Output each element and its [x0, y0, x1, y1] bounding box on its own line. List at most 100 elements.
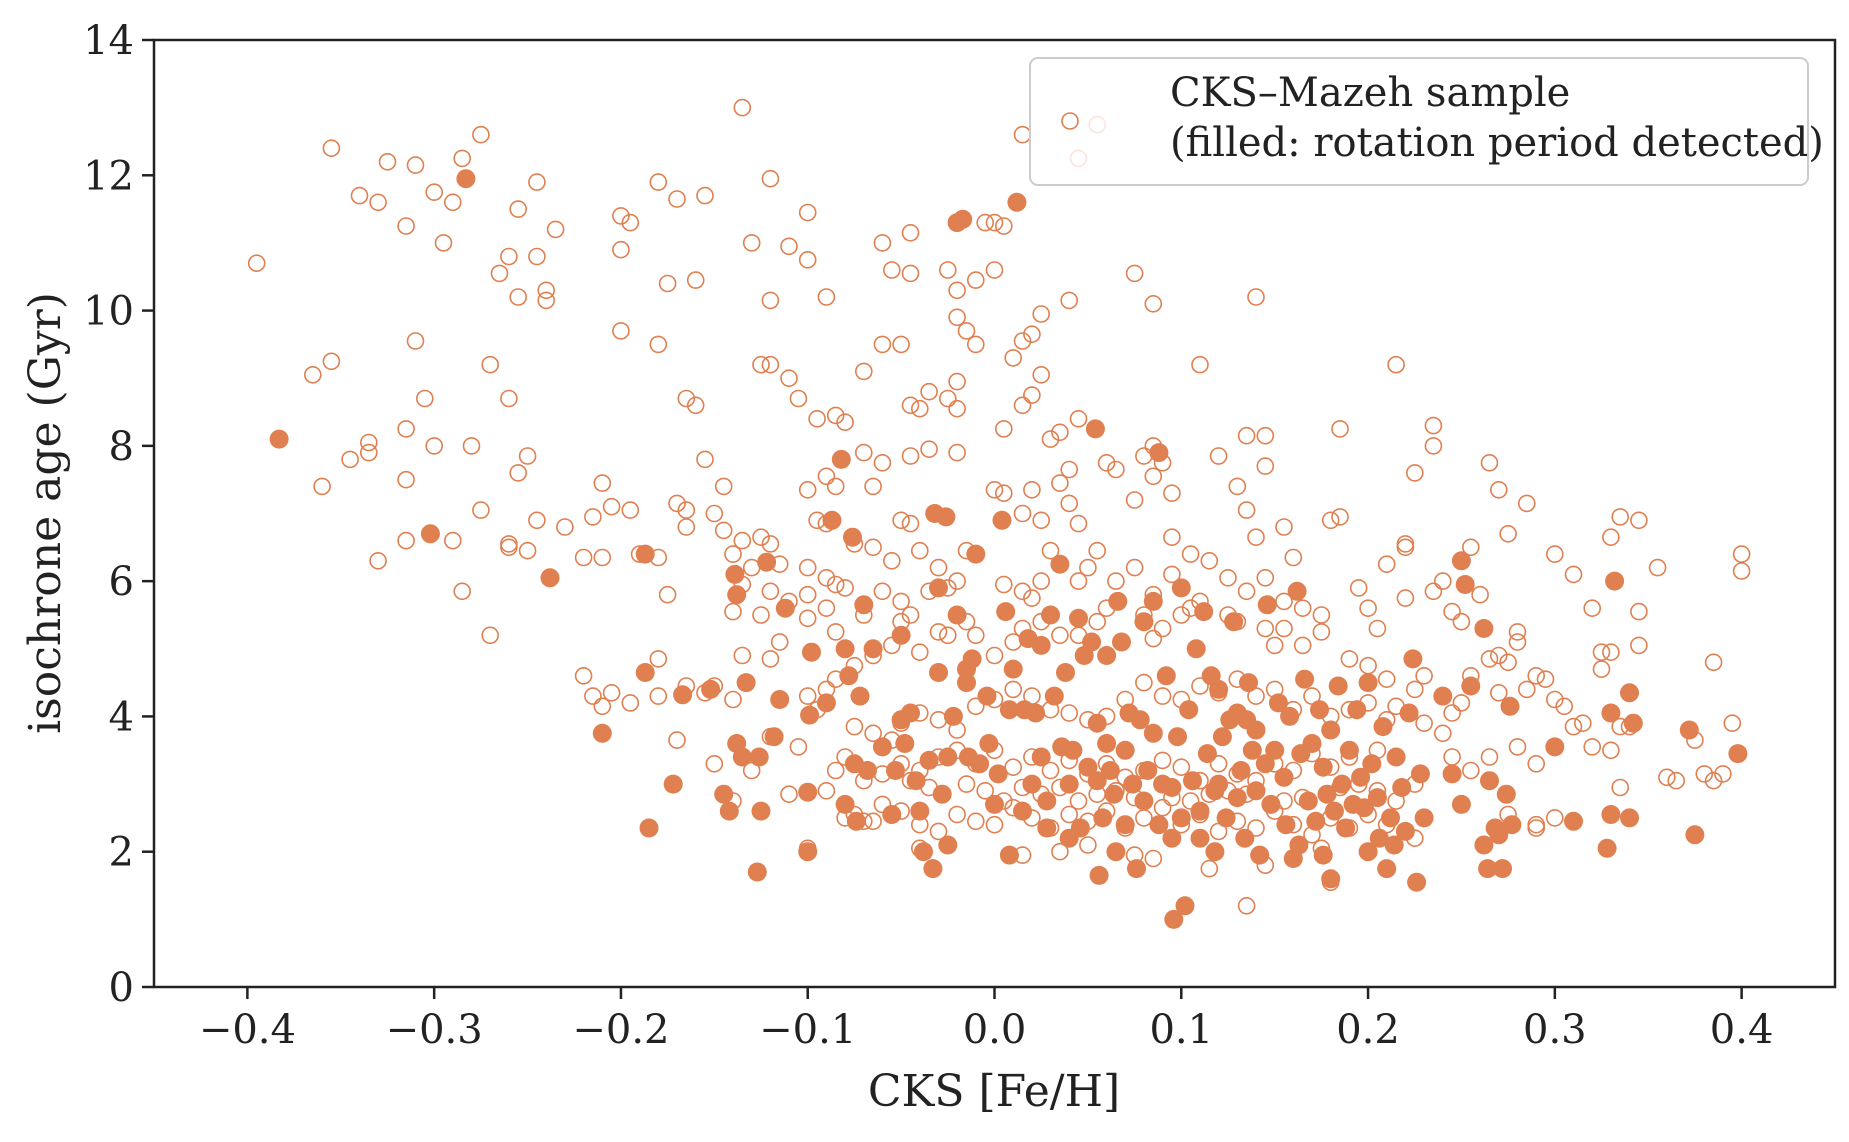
data-point-open: [696, 450, 714, 469]
data-point-open: [733, 646, 752, 665]
data-point-filled: [1037, 818, 1057, 838]
data-point-open: [873, 335, 892, 354]
data-point-open: [780, 785, 798, 804]
data-point-open: [929, 822, 948, 841]
data-point-filled: [1069, 608, 1088, 628]
data-point-open: [920, 440, 938, 459]
data-point-open: [966, 335, 985, 354]
data-point-open: [1564, 565, 1583, 584]
data-point-filled: [914, 842, 933, 862]
data-point-filled: [1410, 764, 1430, 784]
data-point-filled: [1059, 774, 1079, 794]
data-point-filled: [1242, 740, 1262, 760]
data-point-filled: [1108, 591, 1128, 611]
data-point-open: [910, 541, 929, 560]
data-point-open: [1163, 528, 1181, 547]
data-point-open: [1013, 332, 1032, 350]
data-point-open: [574, 548, 593, 567]
data-point-filled: [1093, 808, 1113, 828]
data-point-open: [1060, 805, 1078, 824]
y-tick-label: 12: [83, 153, 134, 199]
data-point-open: [322, 139, 341, 157]
data-point-filled: [1268, 693, 1288, 713]
data-point-open: [873, 582, 892, 601]
data-point-filled: [420, 524, 440, 544]
data-point-filled: [1143, 591, 1163, 611]
data-point-open: [985, 213, 1004, 232]
data-point-filled: [719, 801, 739, 821]
legend-box: [1029, 57, 1809, 186]
data-point-open: [966, 626, 985, 645]
data-point-filled: [1197, 744, 1217, 764]
data-point-filled: [1162, 778, 1182, 797]
data-point-open: [500, 535, 518, 553]
data-point-open: [1536, 670, 1555, 689]
data-point-open: [761, 291, 780, 310]
data-point-filled: [1031, 747, 1051, 767]
data-point-open: [406, 156, 425, 174]
data-point-filled: [1050, 554, 1070, 574]
data-point-open: [668, 731, 686, 749]
data-point-open: [761, 355, 780, 374]
data-point-open: [798, 609, 817, 628]
data-point-open: [1462, 538, 1480, 557]
data-point-open: [994, 484, 1013, 503]
data-point-open: [733, 531, 752, 550]
data-point-open: [798, 585, 817, 604]
data-point-filled: [1381, 808, 1400, 828]
data-point-open: [1069, 409, 1088, 428]
data-point-filled: [1171, 808, 1191, 828]
data-point-filled: [1179, 700, 1199, 720]
data-point-open: [593, 548, 612, 567]
data-point-open: [910, 399, 929, 418]
data-point-open: [1153, 751, 1172, 770]
data-point-open: [957, 322, 976, 340]
data-point-filled: [985, 794, 1004, 814]
data-point-filled: [663, 774, 683, 794]
data-point-open: [1658, 768, 1676, 787]
data-point-filled: [1620, 808, 1639, 828]
data-point-open: [1396, 538, 1415, 557]
data-point-filled: [1194, 602, 1214, 622]
data-point-filled: [540, 568, 560, 588]
data-point-filled: [1407, 872, 1427, 892]
data-point-open: [593, 697, 612, 716]
data-point-filled: [906, 771, 926, 791]
data-point-filled: [1087, 771, 1107, 791]
data-point-open: [1125, 264, 1144, 283]
x-tick-label: 0.2: [1336, 1007, 1400, 1053]
data-point-filled: [1480, 771, 1499, 791]
data-point-open: [574, 666, 593, 685]
data-point-open: [1013, 504, 1032, 523]
data-point-open: [1191, 355, 1209, 374]
data-point-open: [313, 477, 331, 496]
data-point-open: [1172, 758, 1191, 777]
data-point-open: [1097, 453, 1116, 472]
data-point-open: [1546, 809, 1564, 827]
data-point-open: [724, 690, 742, 709]
data-point-open: [1163, 484, 1181, 503]
data-point-open: [1583, 738, 1601, 756]
data-point-filled: [1362, 754, 1382, 774]
data-point-filled: [1386, 747, 1406, 767]
data-point-filled: [1274, 767, 1294, 787]
data-point-filled: [1100, 761, 1120, 780]
data-point-filled: [725, 564, 745, 584]
data-point-filled: [1306, 811, 1326, 831]
data-point-open: [901, 264, 920, 283]
data-point-filled: [1478, 859, 1498, 879]
data-point-filled: [764, 727, 784, 747]
data-point-open: [649, 650, 668, 668]
data-point-open: [1499, 653, 1517, 672]
data-point-filled: [1037, 791, 1057, 811]
data-point-open: [985, 480, 1004, 499]
data-point-filled: [1392, 778, 1412, 797]
data-point-open: [453, 149, 472, 168]
data-point-open: [798, 480, 817, 499]
data-point-filled: [1168, 727, 1187, 747]
data-point-open: [1237, 896, 1256, 915]
data-point-open: [1555, 697, 1573, 716]
data-point-filled: [639, 818, 659, 838]
data-point-filled: [1112, 632, 1131, 652]
data-point-filled: [1097, 646, 1117, 665]
